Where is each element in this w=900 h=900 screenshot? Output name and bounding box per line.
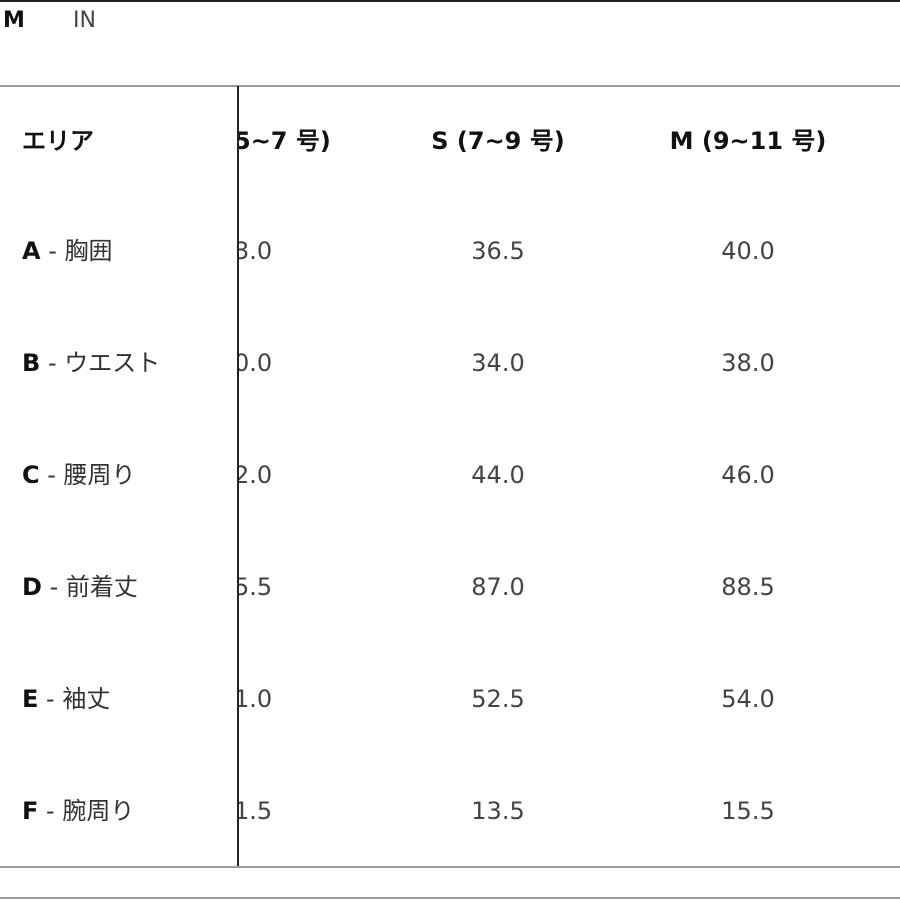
value-m: 40.0 [721,237,775,265]
area-name: - 腕周り [46,797,135,825]
value-m: 46.0 [721,461,775,489]
value-xs: 0.0 [239,349,273,377]
table-row: A - 胸囲 3.0 36.5 40.0 [0,231,900,271]
area-letter: C [22,461,40,489]
value-xs: 1.0 [239,685,273,713]
value-s: 13.5 [471,797,525,825]
value-m: 88.5 [721,573,775,601]
value-m: 38.0 [721,349,775,377]
value-xs: 1.5 [239,797,273,825]
area-letter: E [22,685,39,713]
area-label: A - 胸囲 [22,231,113,271]
area-name: - ウエスト [47,349,161,377]
value-s: 44.0 [471,461,525,489]
area-name: - 前着丈 [49,573,138,601]
table-row: D - 前着丈 5.5 87.0 88.5 [0,567,900,607]
table-header-row: エリア 5~7 号) S (7~9 号) M (9~11 号) [0,121,900,161]
value-xs: 2.0 [239,461,273,489]
table-row: B - ウエスト 0.0 34.0 38.0 [0,343,900,383]
value-s: 36.5 [471,237,525,265]
area-letter: A [22,237,41,265]
header-area: エリア [22,127,94,155]
area-label: E - 袖丈 [22,679,110,719]
area-letter: B [22,349,41,377]
area-letter: D [22,573,42,601]
area-name: - 袖丈 [46,685,111,713]
value-m: 15.5 [721,797,775,825]
area-label: C - 腰周り [22,455,136,495]
value-xs: 5.5 [239,573,273,601]
area-letter: F [22,797,39,825]
table-row: C - 腰周り 2.0 44.0 46.0 [0,455,900,495]
frozen-column-divider [237,86,239,868]
header-size-m: M (9~11 号) [669,127,827,155]
area-name: - 胸囲 [48,237,113,265]
header-size-xs: 5~7 号) [239,127,331,155]
table-row: E - 袖丈 1.0 52.5 54.0 [0,679,900,719]
footer-divider [0,897,900,899]
area-name: - 腰周り [47,461,136,489]
top-border [0,0,900,2]
value-s: 52.5 [471,685,525,713]
table-bottom-divider [0,866,900,868]
value-s: 87.0 [471,573,525,601]
value-s: 34.0 [471,349,525,377]
area-label: D - 前着丈 [22,567,138,607]
unit-tab-cm[interactable]: M [3,8,25,33]
value-xs: 3.0 [239,237,273,265]
area-label: F - 腕周り [22,791,134,831]
value-m: 54.0 [721,685,775,713]
unit-tab-in[interactable]: IN [73,8,96,33]
header-size-s: S (7~9 号) [431,127,565,155]
table-row: F - 腕周り 1.5 13.5 15.5 [0,791,900,831]
area-label: B - ウエスト [22,343,160,383]
table-top-divider [0,85,900,87]
